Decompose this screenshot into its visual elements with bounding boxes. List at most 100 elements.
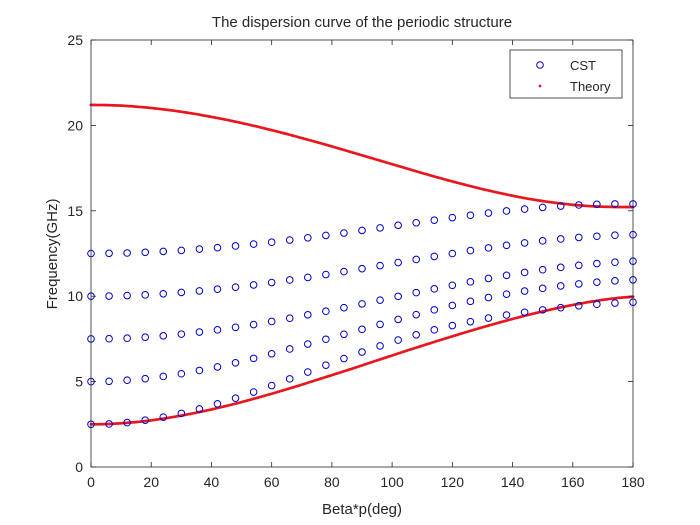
cst-point	[231, 394, 240, 402]
cst-point	[231, 242, 240, 250]
cst-point	[538, 306, 547, 314]
cst-point	[159, 372, 168, 381]
cst-point	[249, 240, 258, 248]
cst-point	[358, 300, 366, 308]
cst-point	[322, 270, 330, 279]
cst-point	[123, 376, 131, 385]
cst-point	[304, 311, 312, 319]
cst-point	[285, 345, 294, 353]
cst-point	[267, 349, 276, 358]
cst-point	[412, 218, 421, 227]
legend-label-theory: Theory	[570, 79, 611, 94]
cst-point	[520, 308, 529, 317]
x-axis-label: Beta*p(deg)	[322, 501, 402, 518]
x-tick-label: 160	[561, 474, 585, 490]
cst-point	[466, 211, 475, 220]
cst-point	[376, 342, 384, 350]
cst-point	[376, 224, 384, 232]
cst-point	[213, 326, 222, 334]
cst-point	[304, 273, 312, 282]
cst-point	[484, 244, 493, 252]
x-tick-label: 0	[87, 474, 95, 490]
theory-band-2	[89, 103, 635, 209]
cst-point	[249, 281, 258, 289]
cst-point	[159, 247, 168, 256]
cst-point	[556, 202, 565, 210]
cst-point	[520, 239, 529, 247]
cst-point	[123, 334, 131, 343]
cst-point	[340, 354, 348, 363]
cst-point	[340, 303, 348, 312]
legend: CST Theory	[509, 49, 623, 99]
cst-point	[556, 235, 565, 243]
cst-point	[430, 285, 439, 293]
cst-point	[285, 236, 294, 244]
cst-point	[575, 301, 583, 310]
x-tick-label: 60	[264, 474, 280, 490]
cst-point	[466, 297, 475, 306]
y-tick-label: 25	[67, 32, 83, 48]
y-axis-label: Frequency(GHz)	[44, 199, 61, 310]
cst-point	[575, 233, 583, 242]
cst-point	[484, 293, 493, 302]
cst-point	[105, 249, 113, 258]
cst-point	[213, 400, 222, 408]
legend-marker-theory	[538, 84, 542, 88]
chart-title: The dispersion curve of the periodic str…	[212, 14, 512, 31]
legend-box	[509, 49, 623, 99]
y-tick-label: 15	[67, 203, 83, 219]
cst-point	[285, 276, 294, 284]
cst-point	[231, 283, 240, 291]
cst-point	[141, 416, 149, 425]
cst-point	[322, 361, 330, 370]
cst-point	[484, 314, 493, 322]
cst-point	[538, 265, 547, 274]
cst-point	[141, 291, 149, 299]
y-tick-label: 10	[67, 288, 83, 304]
cst-point	[123, 291, 131, 300]
cst-point	[448, 321, 457, 330]
cst-point	[412, 310, 421, 319]
cst-point	[195, 366, 204, 375]
cst-point	[159, 332, 168, 340]
cst-point	[177, 330, 186, 338]
cst-point	[177, 246, 186, 255]
cst-point	[394, 315, 402, 324]
data-layer	[87, 103, 637, 429]
x-tick-label: 180	[621, 474, 645, 490]
cst-point	[430, 216, 439, 224]
cst-band-4	[87, 230, 637, 301]
x-tick-label: 80	[324, 474, 340, 490]
cst-band-2	[87, 276, 637, 386]
cst-point	[340, 267, 348, 276]
cst-point	[322, 307, 330, 316]
cst-point	[448, 249, 457, 258]
cst-point	[213, 243, 222, 252]
cst-point	[556, 263, 565, 272]
cst-point	[593, 278, 601, 286]
cst-point	[340, 229, 348, 237]
cst-point	[123, 418, 131, 427]
cst-point	[484, 274, 493, 283]
cst-point	[159, 290, 168, 298]
cst-point	[267, 317, 276, 326]
y-tick-label: 20	[67, 117, 83, 133]
cst-point	[105, 420, 113, 428]
x-tick-label: 120	[441, 474, 465, 490]
cst-point	[484, 209, 493, 217]
cst-point	[502, 241, 511, 250]
cst-point	[430, 306, 439, 314]
cst-point	[376, 261, 384, 270]
cst-point	[141, 248, 149, 257]
cst-point	[502, 207, 511, 215]
cst-point	[502, 311, 511, 319]
cst-point	[195, 405, 204, 413]
cst-point	[105, 377, 113, 386]
cst-point	[575, 201, 583, 209]
cst-point	[304, 340, 312, 348]
x-tick-label: 100	[380, 474, 404, 490]
cst-point	[412, 255, 421, 264]
cst-point	[611, 200, 619, 208]
cst-point	[249, 388, 258, 396]
